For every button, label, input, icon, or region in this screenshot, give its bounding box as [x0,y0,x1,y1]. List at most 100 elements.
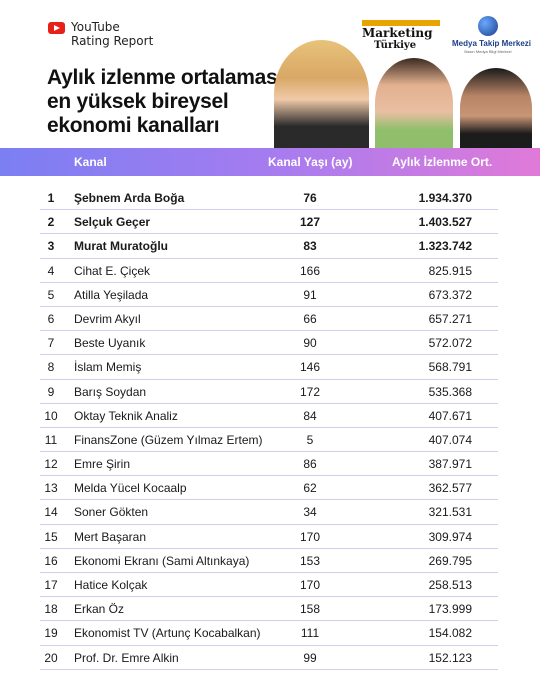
monthly-average-cell: 258.513 [428,578,472,592]
channel-age-cell: 146 [299,360,321,375]
channel-age-cell: 153 [299,553,321,568]
channel-age-cell: 62 [303,481,317,496]
rank-cell: 7 [47,336,55,351]
rank-cell: 9 [47,384,55,399]
mtm-subtitle: Basın Medya Bilgi Merkezi [464,49,512,54]
monthly-average-cell: 657.271 [428,311,472,326]
channel-name-cell: Erkan Öz [74,602,125,617]
table-row: 14 Soner Gökten 34 321.531 [40,500,498,525]
channel-name-cell: Ekonomi Ekranı (Sami Altınkaya) [74,553,250,568]
logo-bar [362,20,440,26]
channel-name-cell: Oktay Teknik Analiz [74,408,178,423]
monthly-average-cell: 387.971 [428,457,472,472]
channel-name-cell: Beste Uyanık [74,336,146,351]
youtube-rating-report-brand: YouTube Rating Report [48,20,153,48]
rank-cell: 8 [47,360,55,375]
channel-age-cell: 66 [303,311,317,326]
table-row: 18 Erkan Öz 158 173.999 [40,597,498,622]
monthly-average-cell: 362.577 [428,481,472,496]
rank-cell: 12 [44,457,58,472]
table-row: 17 Hatice Kolçak 170 258.513 [40,573,498,598]
monthly-average-cell: 572.072 [428,336,472,351]
brand-text: YouTube Rating Report [71,20,153,48]
channel-name-cell: Selçuk Geçer [74,215,151,230]
ranking-table: 1 Şebnem Arda Boğa 76 1.934.370 2 Selçuk Geçe… [40,186,498,670]
channel-age-cell: 91 [303,287,317,302]
channel-name-cell: Atilla Yeşilada [74,287,149,302]
table-row: 11 FinansZone (Güzem Yılmaz Ertem) 5 407.07… [40,428,498,453]
monthly-average-cell: 1.934.370 [418,191,472,205]
channel-age-cell: 170 [299,578,321,592]
rank-cell: 1 [47,191,55,205]
medya-takip-merkezi-logo: Medya Takip Merkezi Basın Medya Bilgi Me… [452,16,531,54]
table-row: 1 Şebnem Arda Boğa 76 1.934.370 [40,186,498,211]
rank-cell: 18 [44,602,58,617]
monthly-average-cell: 825.915 [428,263,472,278]
monthly-average-cell: 407.074 [428,432,472,447]
rank-cell: 10 [44,408,58,423]
channel-name-cell: Mert Başaran [74,529,147,544]
monthly-average-cell: 269.795 [428,553,472,568]
channel-name-cell: Cihat E. Çiçek [74,263,151,278]
channel-age-cell: 83 [303,239,317,254]
rank-cell: 6 [47,311,55,326]
rank-cell: 4 [47,263,55,278]
channel-name-cell: Devrim Akyıl [74,311,141,326]
monthly-average-cell: 407.671 [428,408,472,423]
table-row: 4 Cihat E. Çiçek 166 825.915 [40,259,498,283]
monthly-average-cell: 535.368 [428,384,472,399]
monthly-average-cell: 152.123 [428,650,472,665]
monthly-average-cell: 1.403.527 [418,215,472,230]
rank-cell: 11 [44,432,58,447]
channel-age-cell: 76 [303,191,317,205]
column-header-name: Kanal [74,155,107,169]
globe-icon [478,16,498,36]
table-row: 3 Murat Muratoğlu 83 1.323.742 [40,234,498,259]
rank-cell: 16 [44,553,58,568]
channel-name-cell: Hatice Kolçak [74,578,148,592]
table-row: 6 Devrim Akyıl 66 657.271 [40,307,498,332]
person-photo-1 [274,40,369,148]
channel-age-cell: 84 [303,408,317,423]
channel-name-cell: Melda Yücel Kocaalp [74,481,187,496]
table-row: 19 Ekonomist TV (Artunç Kocabalkan) 111 154… [40,621,498,646]
rank-cell: 15 [44,529,58,544]
table-row: 10 Oktay Teknik Analiz 84 407.671 [40,404,498,428]
channel-name-cell: Şebnem Arda Boğa [74,191,185,205]
logo-turkiye-text: Türkiye [374,40,417,51]
channel-name-cell: Emre Şirin [74,457,131,472]
channel-age-cell: 111 [300,626,320,641]
monthly-average-cell: 173.999 [428,602,472,617]
table-row: 16 Ekonomi Ekranı (Sami Altınkaya) 153 269.… [40,549,498,573]
person-photo-3 [460,68,532,148]
table-row: 9 Barış Soydan 172 535.368 [40,380,498,404]
channel-name-cell: İslam Memiş [74,360,142,375]
youtube-play-icon [48,22,65,34]
channel-name-cell: Prof. Dr. Emre Alkin [74,650,179,665]
featured-photos [270,40,540,148]
channel-age-cell: 172 [299,384,321,399]
rank-cell: 3 [47,239,55,254]
table-row: 20 Prof. Dr. Emre Alkin 99 152.123 [40,646,498,670]
person-photo-2 [375,58,453,148]
table-row: 12 Emre Şirin 86 387.971 [40,452,498,477]
table-row: 7 Beste Uyanık 90 572.072 [40,331,498,356]
monthly-average-cell: 673.372 [428,287,472,302]
column-header-age: Kanal Yaşı (ay) [268,155,353,169]
rank-cell: 17 [44,578,58,592]
column-header-avg: Aylık İzlenme Ort. [392,155,493,169]
rank-cell: 14 [44,505,58,520]
channel-name-cell: FinansZone (Güzem Yılmaz Ertem) [74,432,263,447]
channel-age-cell: 34 [303,505,317,520]
table-row: 2 Selçuk Geçer 127 1.403.527 [40,210,498,235]
channel-age-cell: 170 [299,529,321,544]
channel-name-cell: Barış Soydan [74,384,147,399]
channel-age-cell: 158 [299,602,321,617]
monthly-average-cell: 1.323.742 [418,239,472,254]
rank-cell: 20 [44,650,58,665]
marketing-turkiye-logo: Marketing Türkiye [362,20,440,54]
channel-age-cell: 86 [303,457,317,472]
channel-age-cell: 166 [299,263,321,278]
rank-cell: 2 [47,215,55,230]
table-row: 8 İslam Memiş 146 568.791 [40,355,498,380]
